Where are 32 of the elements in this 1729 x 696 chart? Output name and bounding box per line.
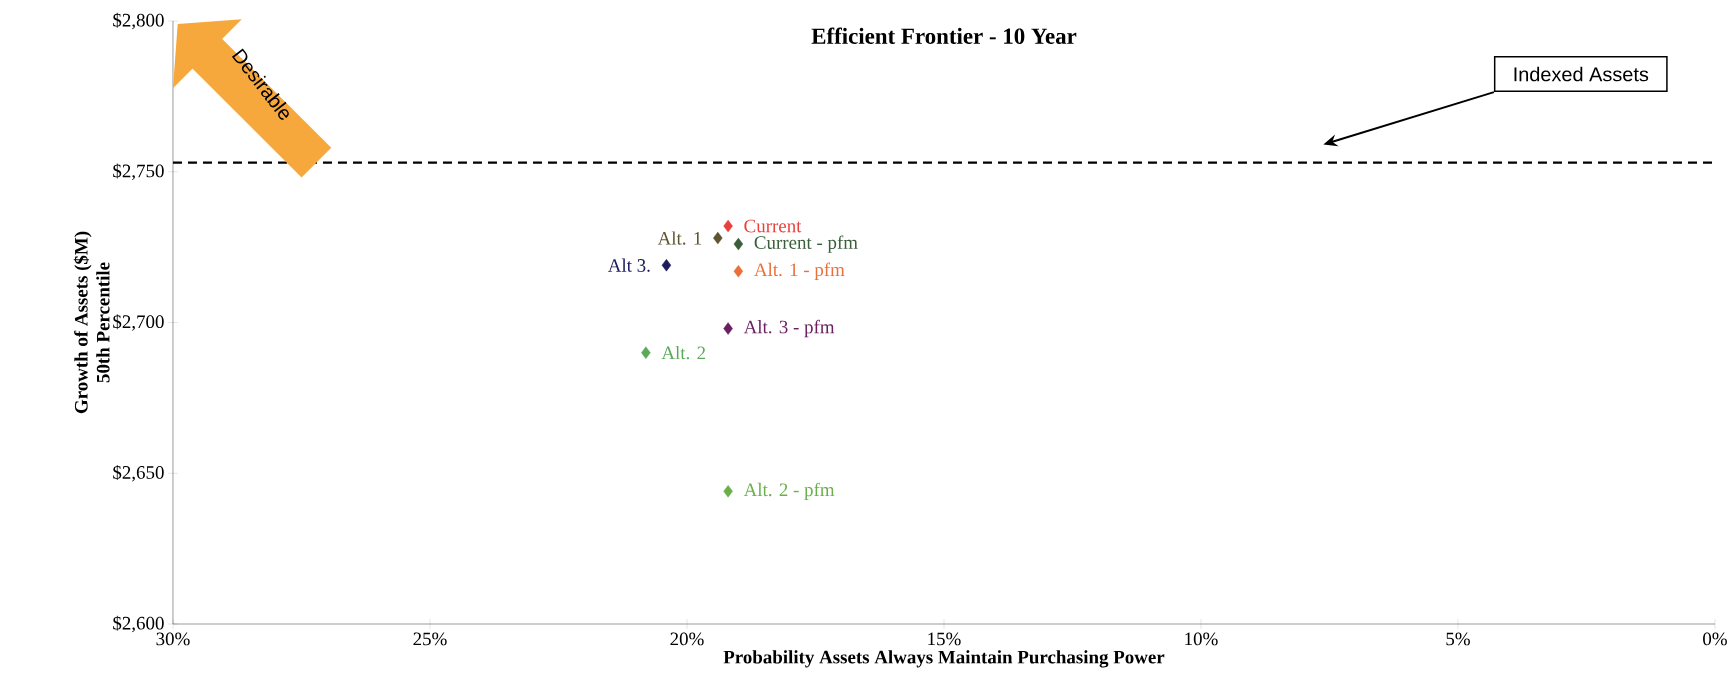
y-tick-label: $2,750 (113, 163, 164, 181)
point (733, 237, 744, 251)
x-axis-title: Probability Assets Always Maintain Purchasing Power (723, 650, 1165, 668)
point (661, 259, 672, 272)
y-tick-label: $2,650 (113, 464, 164, 482)
series-label: Current (744, 219, 802, 233)
point (733, 265, 744, 278)
series-label: Alt. 3 - pfm (743, 319, 835, 338)
y-tick-label: $2,800 (113, 12, 164, 30)
series-label: Alt. 2 - pfm (743, 482, 835, 501)
x-tick-label: 20% (670, 632, 704, 646)
x-tick-label: 15% (928, 632, 961, 646)
point (723, 322, 733, 335)
point (723, 485, 733, 498)
point (723, 219, 733, 233)
ref-line-label: Indexed Assets (1514, 66, 1649, 82)
x-tick-label: 25% (413, 632, 447, 646)
point (713, 231, 723, 245)
series-label: Alt. 1 (657, 231, 702, 245)
x-tick-label: 5% (1446, 632, 1470, 646)
x-tick-label: 0% (1703, 632, 1727, 646)
y-axis-title: Growth of Assets ($M) 50th Percentile (73, 231, 110, 414)
series-label: Current - pfm (754, 235, 858, 253)
chart-title: Efficient Frontier - 10 Year (811, 27, 1077, 44)
point (641, 346, 651, 359)
y-tick-label: $2,600 (113, 615, 164, 633)
series-label: Alt 3. (607, 258, 650, 272)
series-label: Alt. 1 - pfm (754, 262, 845, 280)
series-label: Alt. 2 (661, 345, 706, 360)
x-tick-label: 30% (156, 632, 190, 646)
y-tick-label: $2,700 (113, 314, 164, 331)
x-tick-label: 10% (1185, 632, 1218, 646)
